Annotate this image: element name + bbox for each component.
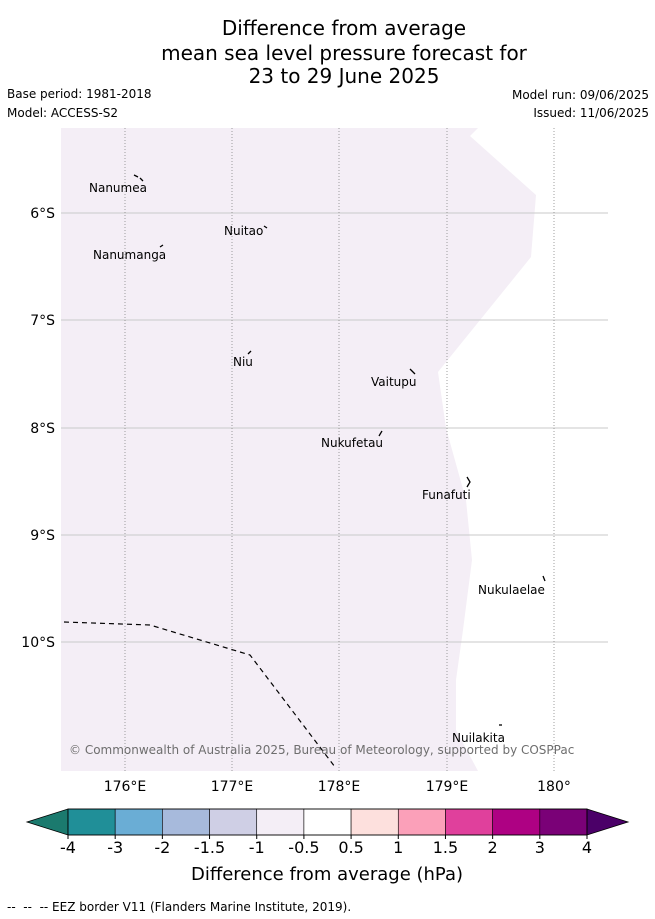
island-label-vaitupu: Vaitupu	[371, 375, 417, 389]
colorbar-tick-label: 3	[535, 838, 545, 857]
lat-label-6s: 6°S	[30, 206, 55, 222]
colorbar-title: Difference from average (hPa)	[191, 864, 463, 885]
colorbar-tick-label: 0.5	[338, 838, 363, 857]
colorbar-tick-label: 4	[582, 838, 592, 857]
copyright-notice: © Commonwealth of Australia 2025, Bureau…	[69, 743, 574, 757]
lon-gridlines	[124, 128, 555, 771]
issued-date: Issued: 11/06/2025	[533, 106, 649, 120]
island-label-nuitao: Nuitao	[224, 224, 263, 238]
lon-axis-labels: 176°E 177°E 178°E 179°E 180°	[104, 779, 571, 795]
island-mark-nuitao	[263, 225, 268, 229]
eez-legend-footer: -- -- -- EEZ border V11 (Flanders Marine…	[7, 900, 352, 914]
colorbar-cell	[350, 808, 399, 836]
colorbar-cell	[256, 808, 305, 836]
lon-label-180: 180°	[537, 779, 571, 795]
colorbar-ticks: -4 -3 -2 -1.5 -1 -0.5 0.5 1 1.5 2 3 4	[60, 835, 592, 857]
island-label-nanumanga: Nanumanga	[93, 248, 166, 262]
island-mark-nanumea	[133, 174, 144, 182]
colorbar-tick-label: 1.5	[433, 838, 458, 857]
island-label-nukufetau: Nukufetau	[321, 436, 383, 450]
colorbar-tick-label: -1	[249, 838, 265, 857]
island-label-nuilakita: Nuilakita	[452, 731, 505, 745]
lon-label-176e: 176°E	[104, 779, 147, 795]
island-mark-vaitupu	[409, 368, 416, 375]
island-mark-funafuti	[466, 476, 471, 488]
base-period: Base period: 1981-2018	[7, 87, 152, 101]
island-label-funafuti: Funafuti	[422, 488, 471, 502]
model-run: Model run: 09/06/2025	[511, 88, 649, 102]
island-mark-nukufetau	[378, 430, 383, 437]
colorbar-cell	[539, 808, 588, 836]
colorbar-cells	[67, 808, 588, 836]
island-markers	[133, 174, 546, 726]
colorbar-tick-label: -3	[107, 838, 123, 857]
colorbar-high-arrow	[586, 808, 630, 836]
lat-label-7s: 7°S	[30, 313, 55, 329]
island-label-nanumea: Nanumea	[89, 181, 147, 195]
island-mark-nukulaelae	[542, 575, 546, 582]
colorbar-cell	[303, 808, 352, 836]
title-line-1: Difference from average	[221, 16, 467, 40]
colorbar-tick-label: 1	[393, 838, 403, 857]
island-mark-nanumanga	[159, 244, 164, 248]
lat-label-10s: 10°S	[21, 635, 55, 651]
lat-gridlines	[61, 212, 608, 643]
lat-label-8s: 8°S	[30, 421, 55, 437]
island-label-nukulaelae: Nukulaelae	[478, 583, 545, 597]
lon-label-179e: 179°E	[426, 779, 469, 795]
pressure-anomaly-shading	[61, 128, 536, 771]
eez-border	[63, 621, 336, 768]
colorbar-cell	[114, 808, 163, 836]
colorbar-tick-label: -0.5	[288, 838, 319, 857]
island-mark-niu	[247, 350, 252, 355]
colorbar-tick-label: -4	[60, 838, 76, 857]
colorbar-cell	[209, 808, 258, 836]
model-name: Model: ACCESS-S2	[7, 106, 119, 120]
colorbar-tick-label: 2	[488, 838, 498, 857]
title-line-3: 23 to 29 June 2025	[248, 64, 440, 88]
lat-label-9s: 9°S	[30, 528, 55, 544]
colorbar-cell	[492, 808, 541, 836]
colorbar-low-arrow	[25, 808, 69, 836]
colorbar-cell	[162, 808, 210, 836]
island-labels: Nanumea Nuitao Nanumanga Niu Vaitupu Nuk…	[89, 181, 545, 745]
colorbar-cell	[445, 808, 493, 836]
colorbar-cell	[67, 808, 116, 836]
map-panel	[61, 128, 608, 771]
colorbar-tick-label: -2	[154, 838, 170, 857]
colorbar-tick-label: -1.5	[194, 838, 225, 857]
lat-axis-labels: 6°S 7°S 8°S 9°S 10°S	[21, 206, 55, 651]
title-line-2: mean sea level pressure forecast for	[161, 41, 527, 65]
island-label-niu: Niu	[233, 355, 253, 369]
colorbar-cell	[397, 808, 446, 836]
lon-label-178e: 178°E	[318, 779, 361, 795]
lon-label-177e: 177°E	[211, 779, 254, 795]
colorbar: -4 -3 -2 -1.5 -1 -0.5 0.5 1 1.5 2 3 4 Difference fr…	[25, 808, 630, 885]
